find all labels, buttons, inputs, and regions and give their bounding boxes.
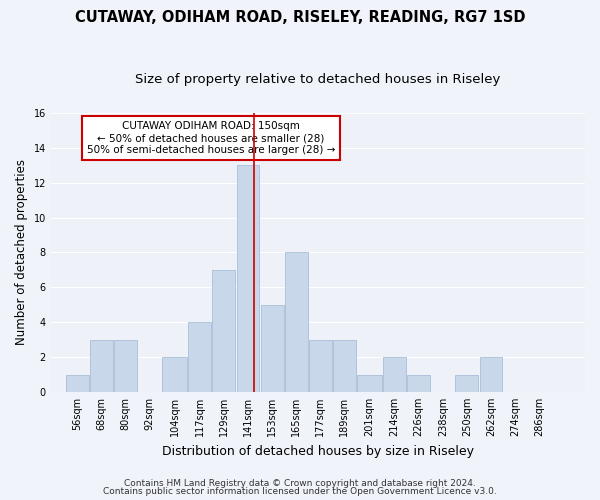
Y-axis label: Number of detached properties: Number of detached properties xyxy=(15,160,28,346)
Bar xyxy=(309,340,332,392)
Bar xyxy=(479,357,502,392)
Bar xyxy=(212,270,235,392)
Text: CUTAWAY ODIHAM ROAD: 150sqm
← 50% of detached houses are smaller (28)
50% of sem: CUTAWAY ODIHAM ROAD: 150sqm ← 50% of det… xyxy=(87,122,335,154)
Bar xyxy=(236,166,259,392)
Bar xyxy=(383,357,406,392)
Bar xyxy=(333,340,356,392)
Bar xyxy=(114,340,137,392)
Bar xyxy=(188,322,211,392)
Bar xyxy=(455,374,478,392)
X-axis label: Distribution of detached houses by size in Riseley: Distribution of detached houses by size … xyxy=(162,444,474,458)
Bar xyxy=(357,374,382,392)
Text: Contains HM Land Registry data © Crown copyright and database right 2024.: Contains HM Land Registry data © Crown c… xyxy=(124,478,476,488)
Title: Size of property relative to detached houses in Riseley: Size of property relative to detached ho… xyxy=(135,72,500,86)
Bar xyxy=(407,374,430,392)
Bar xyxy=(285,252,308,392)
Bar xyxy=(66,374,89,392)
Text: Contains public sector information licensed under the Open Government Licence v3: Contains public sector information licen… xyxy=(103,487,497,496)
Bar xyxy=(163,357,187,392)
Text: CUTAWAY, ODIHAM ROAD, RISELEY, READING, RG7 1SD: CUTAWAY, ODIHAM ROAD, RISELEY, READING, … xyxy=(75,10,525,25)
Bar xyxy=(90,340,113,392)
Bar xyxy=(260,305,284,392)
